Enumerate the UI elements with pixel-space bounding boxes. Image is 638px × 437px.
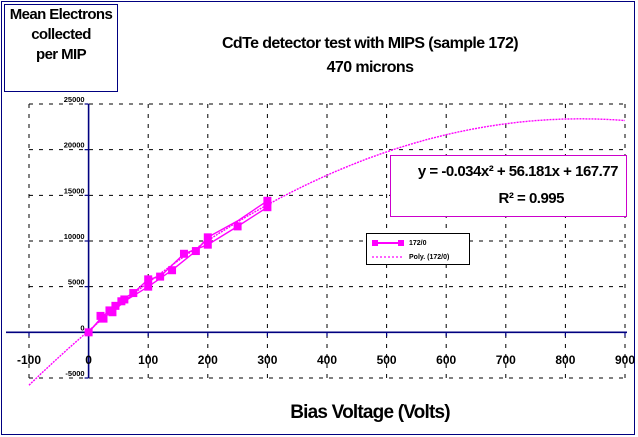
x-tick-label: 600 <box>436 353 456 367</box>
x-tick-label: 0 <box>85 353 92 367</box>
x-tick-label: 100 <box>138 353 158 367</box>
y-axis-label-line-2: collected <box>31 26 91 43</box>
data-point <box>233 222 242 231</box>
trendline-equation: y = -0.034x² + 56.181x + 167.77 <box>417 163 619 180</box>
data-point <box>99 314 108 323</box>
data-point <box>156 272 165 281</box>
data-point <box>144 282 153 291</box>
data-point <box>168 266 177 275</box>
legend-entry-fit: Poly. (172/0) <box>371 252 449 262</box>
data-point <box>203 240 212 249</box>
chart-title-line-2: 470 microns <box>326 59 414 76</box>
data-point <box>263 196 272 205</box>
y-tick-label: 20000 <box>64 141 85 150</box>
data-point <box>191 247 200 256</box>
data-point <box>108 308 117 317</box>
data-point <box>120 295 129 304</box>
y-tick-label: 5000 <box>68 278 85 287</box>
legend-dashed-line-icon <box>372 256 404 258</box>
y-tick-label: -5000 <box>65 369 84 378</box>
y-tick-label: 25000 <box>64 95 85 104</box>
legend-label-data: 172/0 <box>409 239 427 247</box>
x-tick-label: -100 <box>17 353 41 367</box>
y-axis-label-line-1: Mean Electrons <box>9 6 113 23</box>
trendline-r-squared: R² = 0.995 <box>498 190 565 207</box>
x-tick-label: 400 <box>317 353 337 367</box>
y-axis-label-box: Mean Electrons collected per MIP <box>4 4 118 92</box>
data-point <box>144 275 153 284</box>
data-point <box>129 289 138 298</box>
trendline-equation-box: y = -0.034x² + 56.181x + 167.77 R² = 0.9… <box>390 155 627 217</box>
chart-title-line-1: CdTe detector test with MIPS (sample 172… <box>221 35 519 52</box>
x-tick-label: 200 <box>198 353 218 367</box>
y-tick-label: 0 <box>80 323 84 332</box>
data-point <box>263 203 272 212</box>
x-tick-label: 900 <box>615 353 635 367</box>
legend-marker-data-icon <box>372 240 404 246</box>
data-point <box>179 249 188 258</box>
x-tick-label: 300 <box>257 353 277 367</box>
y-tick-label: 15000 <box>64 186 85 195</box>
x-axis-label: Bias Voltage (Volts) <box>290 402 450 423</box>
x-tick-label: 700 <box>496 353 516 367</box>
data-point <box>84 328 93 337</box>
legend-entry-data: 172/0 <box>371 238 427 248</box>
data-point <box>203 233 212 242</box>
legend: 172/0 Poly. (172/0) <box>366 233 470 265</box>
y-axis-label-line-3: per MIP <box>36 46 87 63</box>
x-tick-label: 800 <box>555 353 575 367</box>
data-point <box>111 301 120 310</box>
x-tick-label: 500 <box>377 353 397 367</box>
y-tick-label: 10000 <box>64 232 85 241</box>
chart-title: CdTe detector test with MIPS (sample 172… <box>150 32 590 80</box>
legend-label-fit: Poly. (172/0) <box>409 253 450 261</box>
